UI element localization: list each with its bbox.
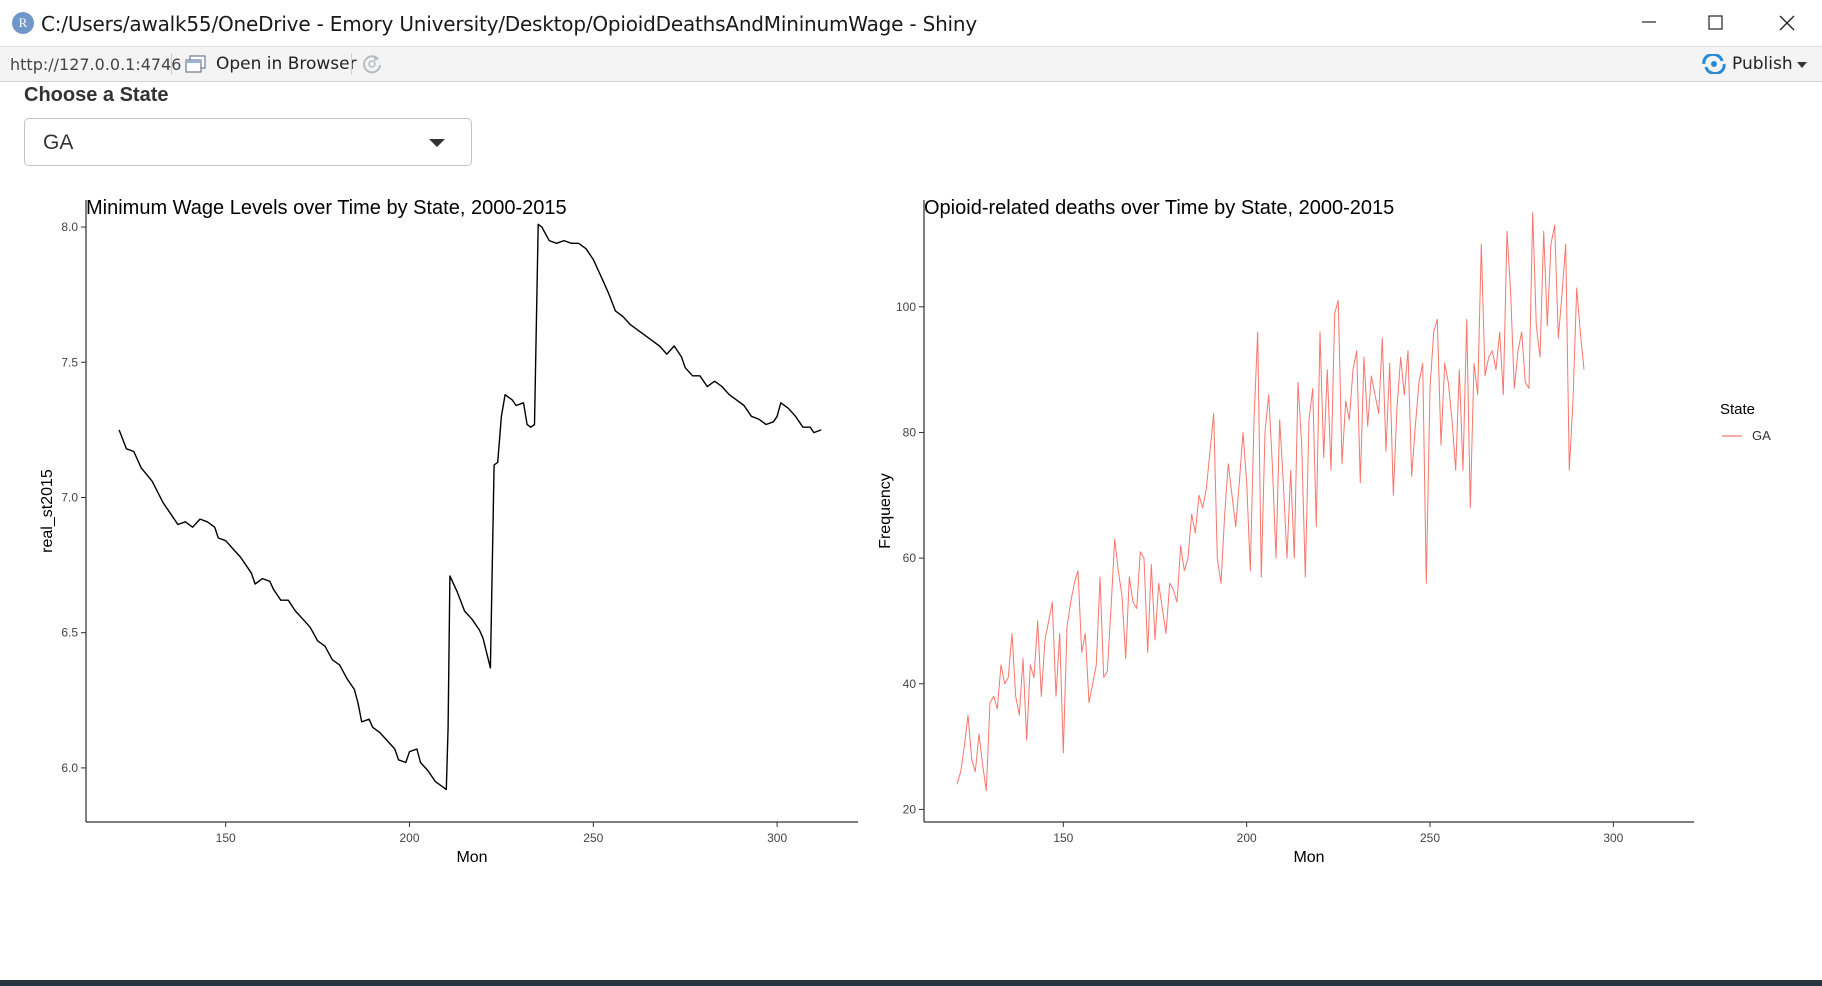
y-axis-title: Frequency (877, 473, 894, 549)
legend-title: State (1720, 401, 1755, 418)
maximize-button[interactable] (1680, 0, 1750, 46)
deaths-chart-svg: Opioid-related deaths over Time by State… (877, 197, 1771, 866)
state-select-dropdown[interactable]: GA (24, 118, 472, 166)
x-tick-label: 300 (1603, 831, 1623, 845)
browser-window-icon (185, 55, 206, 73)
series-line (118, 223, 822, 791)
toolbar-separator (171, 53, 172, 75)
open-in-browser-button[interactable]: Open in Browser (184, 52, 357, 76)
maximize-icon (1708, 15, 1723, 30)
window-titlebar: R C:/Users/awalk55/OneDrive - Emory Univ… (0, 0, 1822, 47)
x-tick-label: 200 (399, 831, 419, 845)
y-tick-label: 6.5 (61, 626, 78, 640)
x-tick-label: 150 (216, 831, 236, 845)
url-display[interactable]: http://127.0.0.1:4746 (10, 55, 182, 74)
series-line (956, 212, 1585, 792)
close-button[interactable] (1752, 0, 1822, 46)
state-select-label: Choose a State (24, 84, 169, 106)
x-tick-label: 250 (583, 831, 603, 845)
y-tick-label: 8.0 (61, 220, 78, 234)
shiny-app-content: Choose a State GA Minimum Wage Levels ov… (0, 82, 1822, 986)
refresh-icon (363, 55, 381, 74)
x-tick-label: 150 (1053, 831, 1073, 845)
minimize-button[interactable] (1614, 0, 1684, 46)
y-tick-label: 80 (903, 425, 917, 439)
y-tick-label: 40 (903, 677, 917, 691)
x-tick-label: 200 (1237, 831, 1257, 845)
y-tick-label: 6.0 (61, 761, 78, 775)
y-tick-label: 60 (903, 551, 917, 565)
chart-title: Minimum Wage Levels over Time by State, … (86, 197, 567, 219)
open-in-browser-label: Open in Browser (216, 54, 357, 74)
window-title: C:/Users/awalk55/OneDrive - Emory Univer… (41, 12, 978, 36)
x-tick-label: 250 (1420, 831, 1440, 845)
y-tick-label: 20 (903, 802, 917, 816)
publish-menu-caret[interactable] (1796, 58, 1808, 70)
x-axis-title: Mon (1293, 849, 1324, 866)
r-logo-icon: R (12, 12, 34, 34)
legend-label: GA (1752, 428, 1771, 443)
caret-down-icon (1797, 62, 1807, 68)
minimize-icon (1642, 21, 1656, 23)
y-tick-label: 100 (896, 300, 916, 314)
close-icon (1779, 15, 1795, 31)
toolbar-separator (351, 53, 352, 75)
taskbar-edge (0, 980, 1822, 986)
publish-label: Publish (1732, 54, 1793, 74)
wage-chart: Minimum Wage Levels over Time by State, … (0, 190, 880, 890)
chart-title: Opioid-related deaths over Time by State… (924, 197, 1394, 219)
y-tick-label: 7.5 (61, 355, 78, 369)
refresh-button[interactable] (360, 52, 384, 76)
publish-button[interactable]: Publish (1702, 52, 1793, 76)
y-axis-title: real_st2015 (39, 469, 56, 553)
wage-chart-svg: Minimum Wage Levels over Time by State, … (39, 197, 858, 866)
deaths-chart: Opioid-related deaths over Time by State… (852, 190, 1771, 890)
state-select-value: GA (43, 131, 74, 154)
caret-down-icon (429, 139, 445, 147)
x-axis-title: Mon (456, 849, 487, 866)
publish-icon (1702, 54, 1726, 74)
y-tick-label: 7.0 (61, 490, 78, 504)
viewer-toolbar: http://127.0.0.1:4746 Open in Browser Pu… (0, 47, 1822, 82)
x-tick-label: 300 (767, 831, 787, 845)
